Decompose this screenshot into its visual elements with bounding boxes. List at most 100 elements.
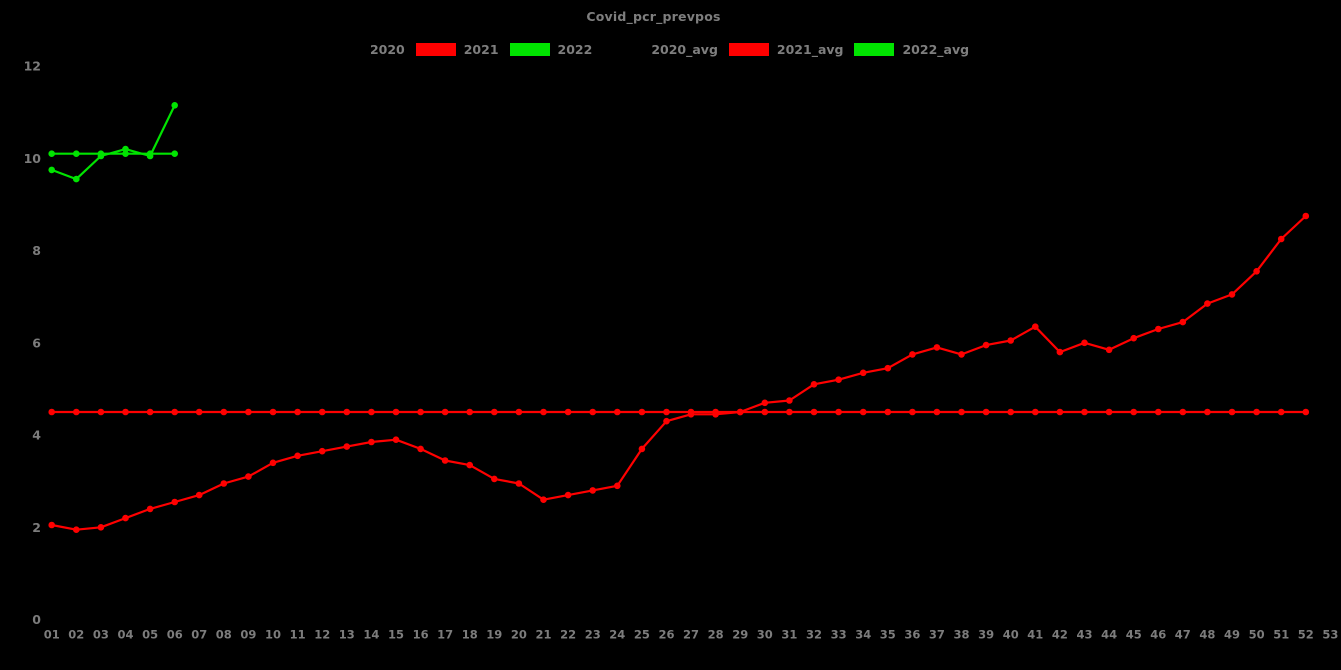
data-point <box>171 498 178 506</box>
legend-swatch-2022_avg <box>854 42 895 56</box>
data-point <box>810 381 818 388</box>
x-axis-ticks: 01 02 03 04 05 06 07 08 09 10 11 12 13 14 15 16 17 18 19 20… <box>44 628 1339 642</box>
data-point <box>638 408 646 416</box>
data-point <box>761 408 769 416</box>
data-point <box>441 457 449 464</box>
x-tick-label: 26 <box>658 628 674 642</box>
data-point <box>48 150 55 157</box>
data-point <box>540 496 547 504</box>
legend-label: 2022 <box>557 41 593 57</box>
data-point <box>97 524 105 531</box>
x-tick-label: 30 <box>757 628 773 642</box>
data-point <box>1081 339 1088 347</box>
data-point <box>1302 212 1310 220</box>
x-tick-label: 15 <box>388 628 404 642</box>
x-tick-label: 04 <box>117 628 133 642</box>
x-tick-label: 35 <box>880 628 896 642</box>
series-line-2022 <box>51 104 176 181</box>
data-point <box>982 408 990 416</box>
x-tick-label: 16 <box>413 628 429 642</box>
data-point <box>663 417 670 425</box>
legend-label: 2021 <box>463 41 499 57</box>
x-tick-label: 53 <box>1322 628 1338 642</box>
x-tick-label: 33 <box>831 628 847 642</box>
x-tick-label: 03 <box>93 628 109 642</box>
chart-legend: 2020 2021 2022 2020_avg 2021_avg 2022_avg <box>0 41 1291 57</box>
x-tick-label: 10 <box>265 628 281 642</box>
y-tick-label: 2 <box>32 520 41 535</box>
data-point <box>1081 408 1088 416</box>
data-point <box>589 408 596 416</box>
data-point <box>540 408 547 416</box>
x-tick-label: 18 <box>462 628 478 642</box>
data-point <box>884 364 892 372</box>
data-point <box>1056 408 1064 416</box>
legend-item-2020_avg: 2020_avg <box>603 42 718 57</box>
data-point <box>220 408 228 416</box>
legend-label: 2021_avg <box>776 41 844 57</box>
data-point <box>73 175 80 183</box>
data-point <box>245 408 252 416</box>
x-tick-label: 40 <box>1003 628 1019 642</box>
legend-swatch-2020_avg <box>603 42 644 56</box>
legend-item-2021: 2021 <box>415 41 499 57</box>
data-point <box>1179 408 1187 416</box>
x-tick-label: 19 <box>486 628 502 642</box>
y-axis-ticks: 0 2 4 6 8 10 12 <box>24 59 42 627</box>
y-tick-label: 0 <box>32 612 41 627</box>
data-point <box>392 436 400 444</box>
data-point <box>1228 291 1236 298</box>
data-point <box>1228 408 1236 416</box>
data-point <box>515 408 523 416</box>
chart-title: Covid_pcr_prevpos <box>586 9 721 24</box>
x-tick-label: 31 <box>781 628 797 642</box>
data-point <box>195 408 203 416</box>
data-point <box>1155 408 1162 416</box>
legend-item-2021_avg: 2021_avg <box>728 41 844 57</box>
x-tick-label: 07 <box>191 628 207 642</box>
data-point <box>122 408 129 416</box>
data-point <box>466 461 474 469</box>
legend-item-2022_avg: 2022_avg <box>854 42 969 57</box>
data-point <box>736 408 744 416</box>
x-tick-label: 48 <box>1199 628 1215 642</box>
data-point <box>48 166 55 174</box>
data-point <box>1105 346 1113 354</box>
data-point <box>614 408 621 416</box>
data-point <box>859 408 867 416</box>
data-point <box>786 408 793 416</box>
x-tick-label: 24 <box>609 628 625 642</box>
data-point <box>48 521 55 529</box>
x-tick-label: 42 <box>1052 628 1068 642</box>
data-point <box>909 351 916 358</box>
x-tick-label: 21 <box>535 628 551 642</box>
data-point <box>1253 268 1260 275</box>
series-2022_avg <box>48 150 178 157</box>
data-point <box>146 408 154 416</box>
legend-swatch-2020 <box>321 42 362 56</box>
x-tick-label: 41 <box>1027 628 1043 642</box>
data-point <box>1105 408 1113 416</box>
x-tick-label: 45 <box>1126 628 1142 642</box>
x-tick-label: 05 <box>142 628 158 642</box>
data-point <box>392 408 400 416</box>
data-point <box>343 408 351 416</box>
x-tick-label: 12 <box>314 628 330 642</box>
y-tick-label: 6 <box>32 335 41 350</box>
data-point <box>269 408 277 416</box>
data-point <box>589 487 596 494</box>
data-point <box>97 150 105 157</box>
data-point <box>958 351 965 358</box>
data-point <box>245 473 252 480</box>
data-point <box>122 150 129 157</box>
data-point <box>958 408 965 416</box>
data-point <box>810 408 818 416</box>
x-tick-label: 06 <box>167 628 183 642</box>
data-point <box>1204 300 1211 307</box>
x-tick-label: 36 <box>904 628 920 642</box>
data-point <box>343 443 351 450</box>
data-point <box>1302 408 1310 416</box>
series-line-2021 <box>51 215 1307 531</box>
